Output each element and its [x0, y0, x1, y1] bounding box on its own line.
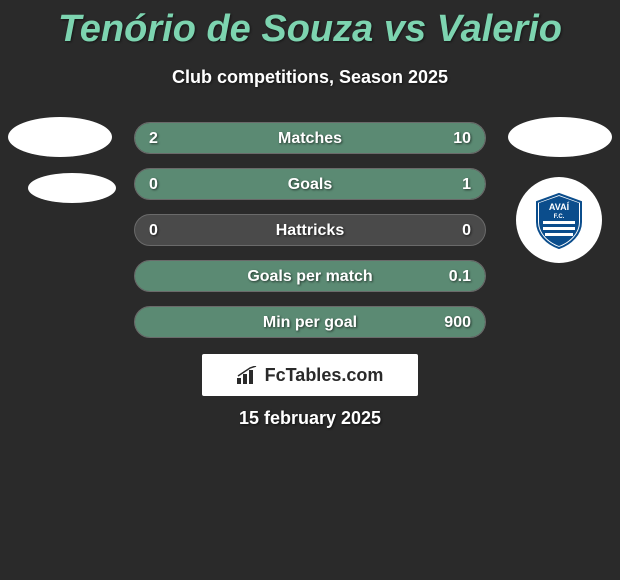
stat-value-right: 10: [453, 123, 471, 154]
stat-label: Goals: [135, 169, 485, 200]
stat-label: Min per goal: [135, 307, 485, 338]
page-subtitle: Club competitions, Season 2025: [0, 67, 620, 88]
stat-value-right: 0: [462, 215, 471, 246]
stat-row-min-per-goal: Min per goal 900: [134, 306, 486, 338]
stat-row-goals: 0 Goals 1: [134, 168, 486, 200]
svg-text:F.C.: F.C.: [554, 214, 565, 220]
svg-text:AVAÍ: AVAÍ: [549, 202, 570, 212]
stat-label: Matches: [135, 123, 485, 154]
player-right-avatar-area: [508, 115, 612, 157]
stat-row-hattricks: 0 Hattricks 0: [134, 214, 486, 246]
club-crest-icon: AVAÍ F.C.: [527, 188, 591, 252]
avatar-shadow-left-1: [8, 117, 112, 157]
stat-value-right: 900: [444, 307, 471, 338]
stats-container: 2 Matches 10 0 Goals 1 0 Hattricks 0 Goa…: [134, 122, 486, 352]
stat-label: Goals per match: [135, 261, 485, 292]
brand-box: FcTables.com: [202, 354, 418, 396]
player-left-avatar-area: [8, 115, 116, 203]
date-text: 15 february 2025: [0, 408, 620, 429]
stat-row-matches: 2 Matches 10: [134, 122, 486, 154]
stat-label: Hattricks: [135, 215, 485, 246]
stat-value-right: 0.1: [449, 261, 471, 292]
club-badge-right: AVAÍ F.C.: [516, 177, 602, 263]
stat-value-right: 1: [462, 169, 471, 200]
avatar-shadow-left-2: [28, 173, 116, 203]
avatar-shadow-right-1: [508, 117, 612, 157]
stat-row-goals-per-match: Goals per match 0.1: [134, 260, 486, 292]
brand-text: FcTables.com: [265, 365, 384, 386]
page-title: Tenório de Souza vs Valerio: [0, 0, 620, 51]
bar-chart-icon: [237, 366, 259, 384]
